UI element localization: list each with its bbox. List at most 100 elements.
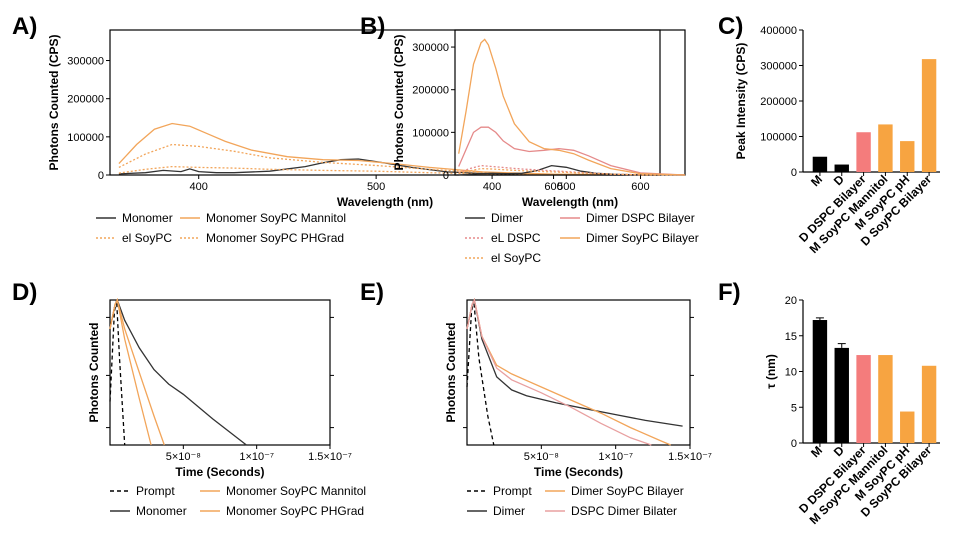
- bar-4: [878, 124, 893, 172]
- y-tick-label: 0: [443, 170, 449, 182]
- series-line-4: [458, 126, 686, 176]
- series-line-2: [118, 165, 661, 176]
- legend-label: el SoyPC: [491, 251, 541, 265]
- y-axis-title: Photons Counted: [87, 323, 101, 423]
- legend-label: Dimer: [493, 504, 525, 518]
- x-tick-label: 1×10⁻⁷: [239, 451, 274, 463]
- y-tick-label: 15: [785, 331, 797, 343]
- x-tick-label: 600: [544, 181, 562, 193]
- bar-6: [921, 59, 937, 172]
- y-axis-title: Photons Counted: [444, 323, 458, 423]
- y-tick-label: 100000: [760, 132, 797, 144]
- panel-b: B)400 500 6000100000200000300000Wavelength…: [360, 13, 699, 265]
- x-tick-label: 1.5×10⁻⁷: [668, 451, 712, 463]
- y-tick-label: 0: [791, 438, 797, 450]
- y-tick-label: 20: [785, 295, 797, 307]
- plot-frame: [454, 29, 686, 176]
- x-tick-label: M: [808, 172, 825, 189]
- x-axis-title: Time (Seconds): [175, 465, 264, 479]
- y-tick-label: 5: [791, 402, 797, 414]
- y-axis-title: τ (nm): [764, 354, 778, 389]
- panel-c: C) 0 100000 200000 300000 400000 Peak Intensit…: [718, 13, 940, 256]
- panel-letter: A): [12, 13, 37, 40]
- plot-frame: [466, 299, 691, 446]
- y-axis-title: Peak Intensity (CPS): [734, 43, 748, 160]
- plot-frame: [109, 299, 331, 446]
- legend-label: el SoyPC: [122, 231, 172, 245]
- y-axis-title: Photons Counted (CPS): [392, 35, 406, 171]
- bar-5: [900, 411, 915, 443]
- x-axis-title: Time (Seconds): [534, 465, 623, 479]
- bar-2: [834, 347, 849, 443]
- x-tick-label: 500: [367, 181, 385, 193]
- legend-label: Monomer SoyPC PHGrad: [206, 231, 344, 245]
- legend-label: Dimer SoyPC Bilayer: [571, 484, 684, 498]
- bar-1: [812, 156, 828, 172]
- y-tick-label: 100000: [67, 132, 104, 144]
- panel-letter: F): [718, 279, 741, 306]
- legend-label: Monomer: [122, 211, 173, 225]
- legend-label: Dimer DSPC Bilayer: [586, 211, 695, 225]
- y-tick-label: 100000: [412, 127, 449, 139]
- legend-label: DSPC Dimer Bilater: [571, 504, 677, 518]
- series-line-5: [458, 38, 686, 176]
- x-tick-label: 500: [557, 181, 575, 193]
- x-axis-title: Wavelength (nm): [337, 195, 433, 209]
- panel-d: D) 5×10⁻⁸ 1×10⁻⁷ 1.5×10⁻⁷ Time (Seconds) Phot…: [12, 279, 366, 518]
- bar-6: [921, 365, 937, 443]
- legend-label: Monomer SoyPC Mannitol: [206, 211, 346, 225]
- legend-label: Dimer SoyPC Bilayer: [586, 231, 699, 245]
- bar-3: [856, 355, 871, 443]
- panel-letter: C): [718, 13, 743, 40]
- bar-2: [834, 164, 849, 172]
- bar-4: [878, 355, 893, 443]
- y-tick-label: 200000: [67, 94, 104, 106]
- y-tick-label: 10: [785, 367, 797, 379]
- series-line-2: [466, 297, 683, 427]
- legend-label: Prompt: [493, 484, 532, 498]
- x-tick-label: 1×10⁻⁷: [598, 451, 633, 463]
- legend-label: eL DSPC: [491, 231, 541, 245]
- series-line-2: [109, 298, 247, 446]
- x-tick-label: 5×10⁻⁸: [166, 451, 201, 463]
- panel-letter: E): [360, 279, 384, 306]
- y-tick-label: 200000: [412, 85, 449, 97]
- x-tick-label: 1.5×10⁻⁷: [308, 451, 352, 463]
- series-line-3: [458, 167, 686, 176]
- series-line-3: [118, 122, 661, 176]
- series-line-4: [466, 298, 652, 446]
- y-tick-label: 0: [98, 170, 104, 182]
- y-tick-label: 300000: [67, 56, 104, 68]
- x-tick-label: 400: [483, 181, 501, 193]
- y-axis-title: Photons Counted (CPS): [47, 35, 61, 171]
- panel-letter: D): [12, 279, 37, 306]
- y-tick-label: 200000: [760, 96, 797, 108]
- bar-3: [856, 132, 871, 172]
- bar-5: [900, 141, 915, 172]
- legend-label: Monomer: [136, 504, 187, 518]
- legend-label: Monomer SoyPC Mannitol: [226, 484, 366, 498]
- series-line-2: [458, 164, 686, 176]
- x-tick-label: 400: [190, 181, 208, 193]
- y-tick-label: 300000: [760, 61, 797, 73]
- y-tick-label: 300000: [412, 42, 449, 54]
- legend-label: Monomer SoyPC PHGrad: [226, 504, 364, 518]
- x-tick-label: 5×10⁻⁸: [524, 451, 559, 463]
- panel-a: A)400 500 6000100000200000300000Wavelength…: [12, 13, 661, 245]
- panel-letter: B): [360, 13, 385, 40]
- x-axis-title: Wavelength (nm): [522, 195, 618, 209]
- panel-e: E) 5×10⁻⁸ 1×10⁻⁷ 1.5×10⁻⁷ Time (Seconds) Phot…: [360, 279, 712, 518]
- y-tick-label: 0: [791, 167, 797, 179]
- y-tick-label: 400000: [760, 25, 797, 37]
- plot-frame: [109, 29, 661, 176]
- series-line-3: [466, 298, 671, 446]
- series-line-1: [466, 299, 495, 446]
- legend-label: Prompt: [136, 484, 175, 498]
- x-tick-label: 600: [631, 181, 649, 193]
- legend-label: Dimer: [491, 211, 523, 225]
- x-tick-label: M: [808, 443, 825, 460]
- series-line-4: [109, 297, 152, 446]
- bar-1: [812, 320, 828, 443]
